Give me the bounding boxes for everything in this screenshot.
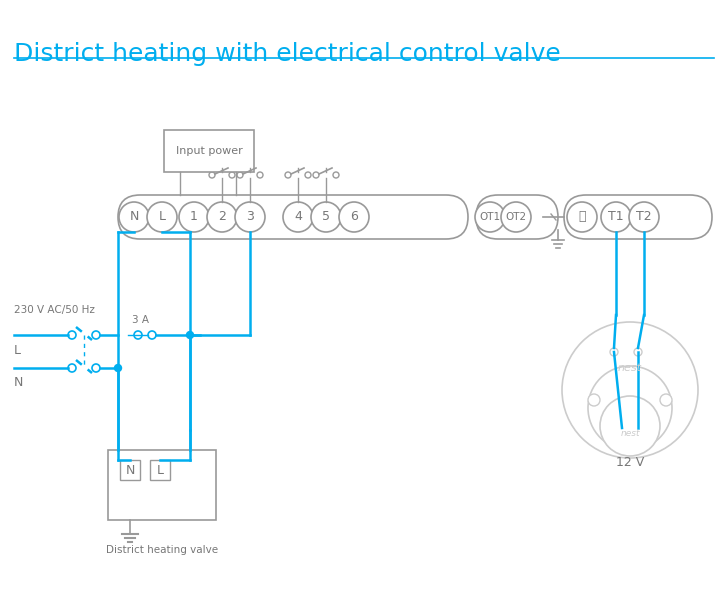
Circle shape <box>634 348 642 356</box>
Circle shape <box>588 394 600 406</box>
Text: N: N <box>130 210 139 223</box>
Text: 3: 3 <box>246 210 254 223</box>
Text: L: L <box>159 210 165 223</box>
Circle shape <box>600 396 660 456</box>
Text: 5: 5 <box>322 210 330 223</box>
Circle shape <box>305 172 311 178</box>
Circle shape <box>92 364 100 372</box>
Circle shape <box>134 331 142 339</box>
Circle shape <box>147 202 177 232</box>
FancyBboxPatch shape <box>150 460 170 480</box>
Text: 230 V AC/50 Hz: 230 V AC/50 Hz <box>14 305 95 315</box>
FancyBboxPatch shape <box>120 460 140 480</box>
Text: 6: 6 <box>350 210 358 223</box>
Text: District heating with electrical control valve: District heating with electrical control… <box>14 42 561 66</box>
Text: 12 V: 12 V <box>616 456 644 469</box>
Circle shape <box>119 202 149 232</box>
FancyBboxPatch shape <box>476 195 558 239</box>
Text: OT1: OT1 <box>480 212 501 222</box>
Circle shape <box>148 331 156 339</box>
Circle shape <box>501 202 531 232</box>
Text: nest: nest <box>618 363 642 373</box>
Text: N: N <box>14 377 23 390</box>
Circle shape <box>601 202 631 232</box>
Text: 4: 4 <box>294 210 302 223</box>
Text: T1: T1 <box>608 210 624 223</box>
Circle shape <box>311 202 341 232</box>
FancyBboxPatch shape <box>564 195 712 239</box>
FancyBboxPatch shape <box>118 195 468 239</box>
Text: 1: 1 <box>190 210 198 223</box>
FancyBboxPatch shape <box>108 450 216 520</box>
Text: L: L <box>157 463 164 476</box>
Circle shape <box>237 172 243 178</box>
Circle shape <box>588 366 672 450</box>
Text: nest: nest <box>620 429 640 438</box>
Text: ⏚: ⏚ <box>578 210 586 223</box>
Circle shape <box>333 172 339 178</box>
Circle shape <box>660 394 672 406</box>
Text: District heating valve: District heating valve <box>106 545 218 555</box>
Circle shape <box>610 348 618 356</box>
Circle shape <box>567 202 597 232</box>
Circle shape <box>629 202 659 232</box>
Circle shape <box>209 172 215 178</box>
Circle shape <box>235 202 265 232</box>
Circle shape <box>339 202 369 232</box>
Circle shape <box>283 202 313 232</box>
Text: L: L <box>14 343 21 356</box>
Circle shape <box>475 202 505 232</box>
Circle shape <box>92 331 100 339</box>
Text: 3 A: 3 A <box>132 315 149 325</box>
Circle shape <box>68 331 76 339</box>
Text: T2: T2 <box>636 210 652 223</box>
Circle shape <box>186 331 194 339</box>
Circle shape <box>207 202 237 232</box>
FancyBboxPatch shape <box>164 130 254 172</box>
Text: 2: 2 <box>218 210 226 223</box>
Circle shape <box>179 202 209 232</box>
Circle shape <box>114 365 122 371</box>
Circle shape <box>313 172 319 178</box>
Circle shape <box>562 322 698 458</box>
Circle shape <box>229 172 235 178</box>
Text: N: N <box>125 463 135 476</box>
Text: OT2: OT2 <box>505 212 526 222</box>
Circle shape <box>257 172 263 178</box>
Circle shape <box>285 172 291 178</box>
Circle shape <box>68 364 76 372</box>
Text: Input power: Input power <box>175 146 242 156</box>
